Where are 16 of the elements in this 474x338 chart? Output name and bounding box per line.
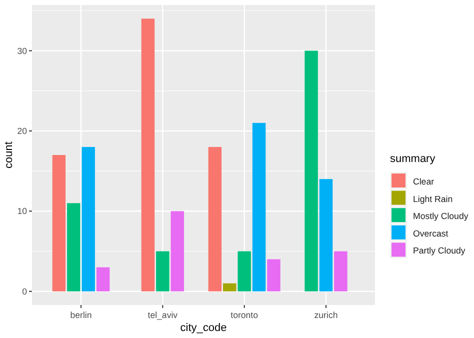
y-tick-label: 0	[22, 286, 28, 296]
legend-label: Light Rain	[413, 194, 453, 204]
y-tick-label: 30	[17, 46, 28, 56]
y-tick-label: 20	[17, 126, 28, 136]
y-tick-label: 10	[17, 206, 28, 216]
x-tick-label: berlin	[70, 310, 92, 320]
legend-label: Overcast	[413, 228, 449, 238]
legend-label: Partly Cloudy	[413, 246, 466, 256]
x-tick-label: toronto	[230, 310, 258, 320]
y-axis-title: count	[3, 142, 15, 168]
x-tick-label: tel_aviv	[148, 310, 178, 320]
x-tick-label: zurich	[314, 310, 338, 320]
legend-label: Mostly Cloudy	[413, 211, 469, 222]
legend-title: summary	[390, 153, 436, 165]
x-axis-title: city_code	[180, 322, 227, 334]
legend-label: Clear	[413, 176, 434, 186]
